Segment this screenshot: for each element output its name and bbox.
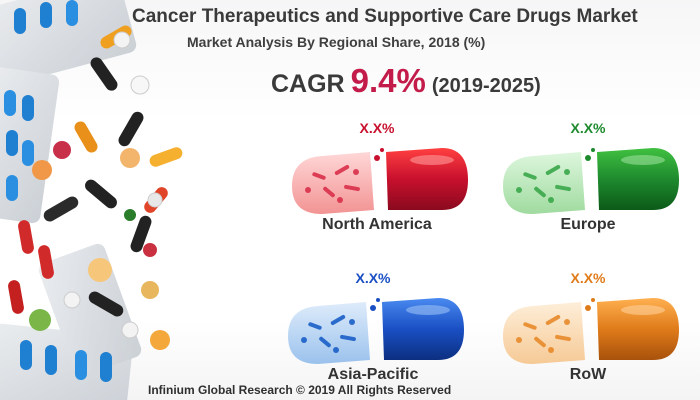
region-share: X.X% <box>359 120 395 136</box>
cagr-label: CAGR <box>271 70 345 98</box>
page-subtitle: Market Analysis By Regional Share, 2018 … <box>187 34 486 50</box>
page-title: Cancer Therapeutics and Supportive Care … <box>132 6 638 27</box>
blue-capsule-icon <box>288 298 464 364</box>
region-name: Europe <box>560 216 616 233</box>
region-name: North America <box>322 216 432 233</box>
region-share: X.X% <box>570 270 606 286</box>
cagr-value: 9.4% <box>350 62 426 99</box>
copyright-footer: Infinium Global Research © 2019 All Righ… <box>148 383 452 397</box>
region-share: X.X% <box>355 270 391 286</box>
red-capsule-icon <box>292 148 468 214</box>
region-europe: X.X% Europe <box>493 120 683 250</box>
region-row: X.X% RoW <box>493 270 683 400</box>
region-share: X.X% <box>570 120 606 136</box>
cagr-row: CAGR 9.4% (2019-2025) <box>271 62 541 100</box>
orange-capsule-icon <box>503 298 679 364</box>
region-name: Asia-Pacific <box>327 366 419 383</box>
green-capsule-icon <box>503 148 679 214</box>
cagr-years: (2019-2025) <box>431 75 541 97</box>
region-name: RoW <box>569 366 607 383</box>
region-asia-pacific: X.X% Asia-Pacific <box>278 270 468 400</box>
region-north-america: X.X% North America <box>282 120 472 250</box>
